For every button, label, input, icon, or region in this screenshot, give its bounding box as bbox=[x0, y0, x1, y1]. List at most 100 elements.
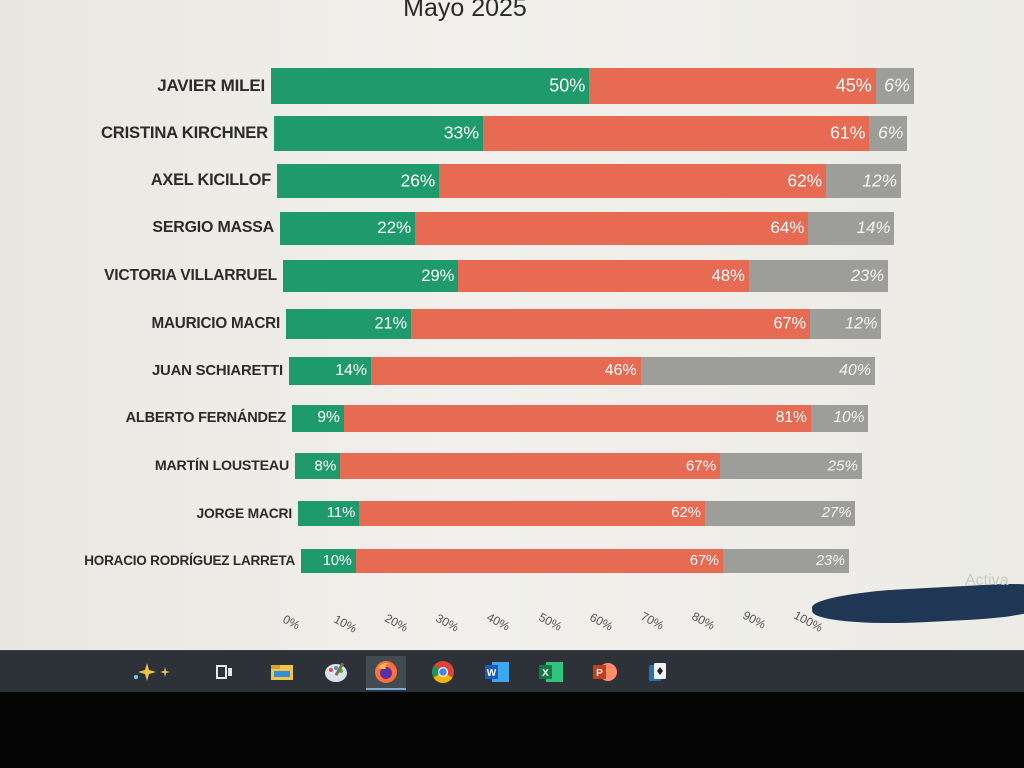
data-label: 25% bbox=[827, 457, 858, 475]
ns-nc-segment: 25% bbox=[720, 452, 862, 480]
x-tick-label: 40% bbox=[484, 610, 513, 635]
ns-nc-segment: 14% bbox=[808, 212, 895, 245]
chart-row: MAURICIO MACRI 21% 67% 12% bbox=[0, 308, 1024, 339]
data-label: 62% bbox=[671, 505, 701, 522]
x-tick-label: 10% bbox=[331, 611, 360, 636]
file-explorer-icon[interactable] bbox=[262, 656, 302, 688]
data-label: 6% bbox=[883, 75, 910, 96]
positive-segment: 22% bbox=[280, 212, 416, 245]
data-label: 61% bbox=[830, 122, 866, 143]
positive-segment: 9% bbox=[292, 404, 344, 433]
stacked-bar: 29% 48% 23% bbox=[283, 260, 888, 292]
category-label: MARTÍN LOUSTEAU bbox=[154, 457, 289, 474]
data-label: 8% bbox=[314, 457, 337, 475]
data-label: 46% bbox=[604, 361, 637, 379]
ns-nc-segment: 40% bbox=[640, 356, 875, 386]
negative-segment: 67% bbox=[340, 452, 721, 480]
word-icon[interactable]: W bbox=[477, 656, 517, 688]
ns-nc-segment: 10% bbox=[810, 404, 869, 433]
category-label: ALBERTO FERNÁNDEZ bbox=[125, 409, 287, 426]
stacked-bar: 33% 61% 6% bbox=[274, 116, 908, 151]
data-label: 9% bbox=[317, 409, 340, 427]
negative-segment: 46% bbox=[371, 356, 641, 386]
data-label: 10% bbox=[833, 409, 865, 427]
category-label: MAURICIO MACRI bbox=[151, 314, 280, 332]
data-label: 50% bbox=[549, 75, 586, 96]
data-label: 67% bbox=[685, 457, 717, 475]
ns-nc-segment: 12% bbox=[810, 308, 882, 339]
data-label: 26% bbox=[400, 170, 436, 191]
chart-row: ALBERTO FERNÁNDEZ 9% 81% 10% bbox=[0, 404, 1024, 433]
stacked-bar: 26% 62% 12% bbox=[277, 164, 901, 198]
negative-segment: 62% bbox=[359, 500, 705, 527]
ns-nc-segment: 6% bbox=[869, 116, 908, 151]
firefox-icon[interactable] bbox=[366, 656, 406, 690]
ns-nc-segment: 6% bbox=[875, 68, 914, 104]
category-label: CRISTINA KIRCHNER bbox=[100, 123, 268, 143]
excel-icon[interactable]: X bbox=[531, 656, 571, 688]
positive-segment: 14% bbox=[289, 356, 372, 386]
data-label: 12% bbox=[862, 170, 897, 191]
positive-segment: 50% bbox=[271, 68, 590, 104]
data-label: 21% bbox=[374, 314, 408, 332]
copilot-icon[interactable] bbox=[126, 656, 186, 688]
data-label: 23% bbox=[815, 553, 845, 569]
category-label: VICTORIA VILLARRUEL bbox=[104, 267, 277, 285]
x-tick-label: 50% bbox=[535, 610, 564, 634]
data-label: 12% bbox=[844, 314, 878, 332]
negative-segment: 67% bbox=[411, 308, 811, 339]
category-label: SERGIO MASSA bbox=[152, 219, 274, 237]
stacked-bar: 50% 45% 6% bbox=[271, 68, 914, 104]
stacked-bar: 9% 81% 10% bbox=[292, 404, 869, 433]
chrome-icon[interactable] bbox=[423, 656, 463, 688]
chart-row: JAVIER MILEI 50% 45% 6% bbox=[0, 68, 1024, 104]
taskbar: W X P bbox=[0, 650, 1024, 693]
data-label: 67% bbox=[773, 314, 807, 332]
data-label: 14% bbox=[856, 218, 891, 238]
chart-row: SERGIO MASSA 22% 64% 14% bbox=[0, 212, 1024, 245]
x-tick-label: 70% bbox=[638, 609, 666, 633]
data-label: 62% bbox=[787, 170, 823, 191]
data-label: 11% bbox=[326, 505, 356, 522]
category-label: JAVIER MILEI bbox=[157, 76, 265, 95]
positive-segment: 29% bbox=[283, 260, 459, 292]
ns-nc-segment: 27% bbox=[704, 500, 856, 527]
negative-segment: 81% bbox=[343, 404, 811, 433]
stacked-bar: 21% 67% 12% bbox=[286, 308, 882, 339]
svg-text:X: X bbox=[542, 668, 549, 679]
stacked-bar: 14% 46% 40% bbox=[289, 356, 875, 386]
negative-segment: 67% bbox=[355, 549, 723, 573]
x-tick-label: 30% bbox=[433, 610, 462, 635]
positive-segment: 26% bbox=[277, 164, 440, 198]
positive-segment: 10% bbox=[301, 549, 356, 573]
stacked-bar: 8% 67% 25% bbox=[295, 452, 862, 480]
data-label: 10% bbox=[322, 553, 352, 569]
x-tick-label: 20% bbox=[382, 611, 411, 635]
ns-nc-segment: 23% bbox=[722, 549, 849, 573]
powerpoint-icon[interactable]: P bbox=[585, 656, 625, 688]
x-tick-label: 0% bbox=[280, 612, 303, 633]
negative-segment: 64% bbox=[415, 212, 809, 245]
data-label: 33% bbox=[443, 122, 480, 143]
chart-row: HORACIO RODRÍGUEZ LARRETA 10% 67% 23% bbox=[0, 549, 1024, 573]
negative-segment: 48% bbox=[458, 260, 749, 292]
data-label: 48% bbox=[711, 265, 745, 285]
windows-activation-watermark: Activa bbox=[965, 572, 1009, 589]
data-label: 67% bbox=[689, 553, 719, 569]
chart-row: MARTÍN LOUSTEAU 8% 67% 25% bbox=[0, 452, 1024, 480]
positive-segment: 8% bbox=[295, 452, 341, 480]
paint-icon[interactable] bbox=[316, 656, 356, 688]
chart-row: AXEL KICILLOF 26% 62% 12% bbox=[0, 164, 1024, 198]
task-view-icon[interactable] bbox=[205, 656, 245, 688]
x-tick-label: 80% bbox=[689, 608, 718, 633]
chart-title: Mayo 2025 bbox=[403, 0, 527, 22]
positive-segment: 21% bbox=[286, 308, 412, 339]
positive-segment: 11% bbox=[298, 500, 360, 527]
stacked-bar: 10% 67% 23% bbox=[301, 549, 849, 573]
ns-nc-segment: 23% bbox=[748, 260, 888, 292]
svg-text:W: W bbox=[487, 668, 497, 679]
data-label: 14% bbox=[335, 361, 368, 379]
data-label: 29% bbox=[421, 265, 455, 285]
solitaire-icon[interactable] bbox=[638, 656, 678, 688]
data-label: 6% bbox=[877, 122, 904, 143]
